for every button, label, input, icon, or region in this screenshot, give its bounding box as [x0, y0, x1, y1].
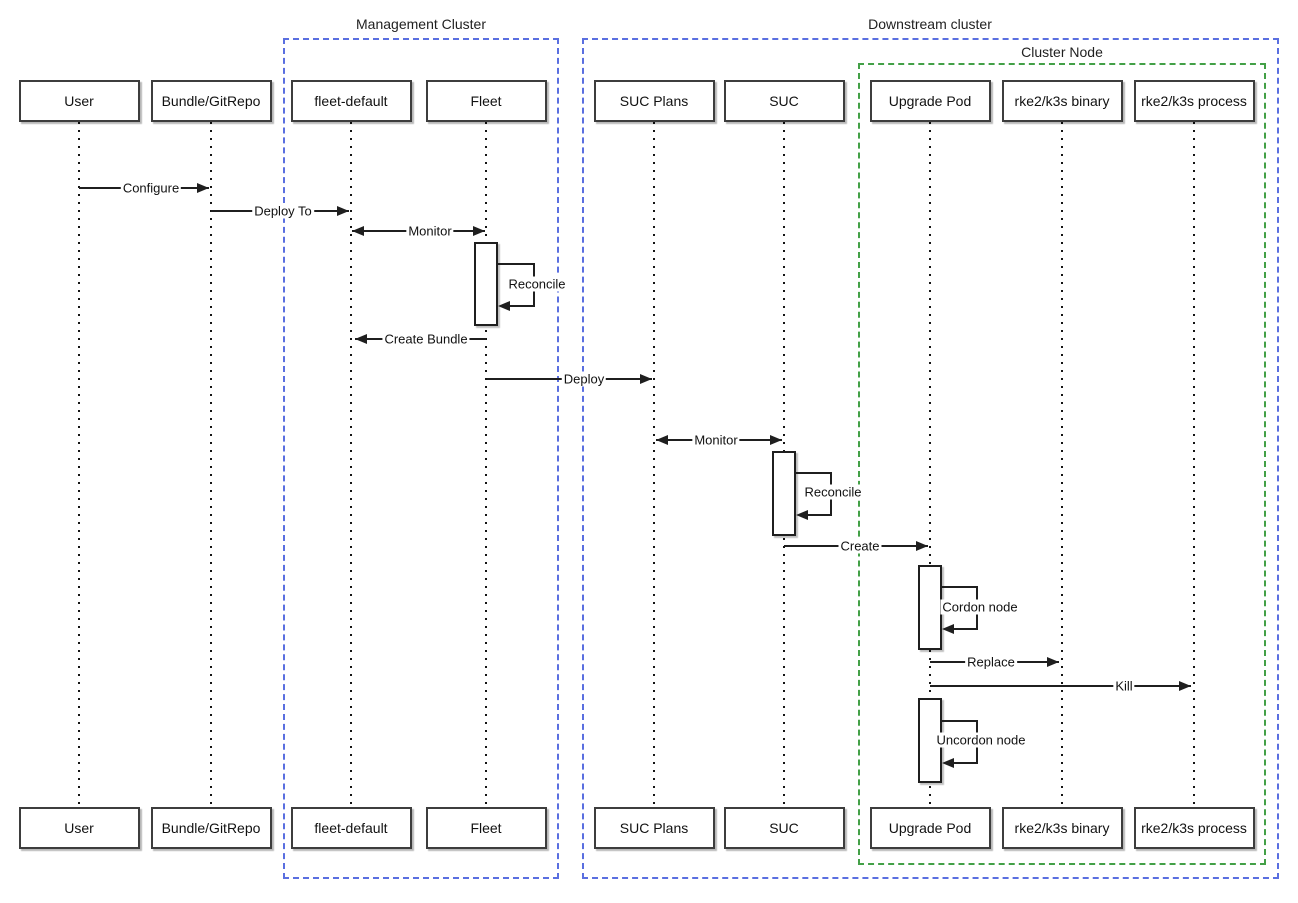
arrowhead-left-self-loop-0	[498, 301, 510, 311]
actor-box-top-upgrade-pod: Upgrade Pod	[869, 80, 991, 122]
actor-box-top-user: User	[18, 80, 140, 122]
actor-label-top-rke2-k3s-process: rke2/k3s process	[1141, 93, 1247, 109]
arrowhead-left-self-loop-3	[942, 758, 954, 768]
arrowhead-left-self-loop-2	[942, 624, 954, 634]
self-loop-label-3: Uncordon node	[934, 732, 1028, 748]
actor-box-bottom-rke2-k3s-process: rke2/k3s process	[1133, 807, 1255, 849]
lifeline-user	[78, 122, 80, 807]
actor-box-bottom-rke2-k3s-binary: rke2/k3s binary	[1001, 807, 1123, 849]
lifeline-upgrade-pod	[929, 122, 931, 807]
actor-label-bottom-suc-plans: SUC Plans	[619, 820, 689, 836]
message-label-1: Deploy To	[252, 203, 314, 219]
actor-label-bottom-bundle-gitrepo: Bundle/GitRepo	[161, 820, 261, 836]
actor-label-bottom-rke2-k3s-process: rke2/k3s process	[1141, 820, 1247, 836]
container-label-downstream-cluster: Downstream cluster	[865, 16, 995, 32]
message-line-8	[930, 685, 1191, 687]
message-label-0: Configure	[120, 180, 182, 196]
arrowhead-right-message-4	[640, 374, 652, 384]
arrowhead-left-self-loop-1	[796, 510, 808, 520]
container-label-management-cluster: Management Cluster	[353, 16, 489, 32]
actor-label-top-bundle-gitrepo: Bundle/GitRepo	[161, 93, 261, 109]
actor-box-top-suc: SUC	[723, 80, 845, 122]
actor-box-top-rke2-k3s-process: rke2/k3s process	[1133, 80, 1255, 122]
self-loop-bottom-2	[952, 628, 978, 630]
self-loop-top-1	[796, 472, 832, 474]
arrowhead-right-message-6	[916, 541, 928, 551]
container-frame-cluster-node	[858, 63, 1266, 865]
message-label-2: Monitor	[406, 223, 454, 239]
arrowhead-left-message-3	[355, 334, 367, 344]
container-frame-management-cluster	[283, 38, 559, 879]
self-loop-label-0: Reconcile	[506, 276, 568, 292]
arrowhead-right-message-2	[473, 226, 485, 236]
self-loop-bottom-3	[952, 762, 978, 764]
actor-label-top-suc: SUC	[769, 93, 799, 109]
actor-box-top-fleet-default: fleet-default	[290, 80, 412, 122]
message-label-7: Replace	[965, 654, 1017, 670]
activation-fleet-0	[474, 242, 498, 326]
actor-box-bottom-fleet-default: fleet-default	[290, 807, 412, 849]
actor-label-top-fleet-default: fleet-default	[314, 93, 388, 109]
message-label-8: Kill	[1113, 678, 1135, 694]
arrowhead-right-message-8	[1179, 681, 1191, 691]
self-loop-top-2	[942, 586, 978, 588]
arrowhead-right-message-0	[197, 183, 209, 193]
lifeline-bundle-gitrepo	[210, 122, 212, 807]
arrowhead-left-message-2	[352, 226, 364, 236]
actor-box-bottom-bundle-gitrepo: Bundle/GitRepo	[150, 807, 272, 849]
actor-box-bottom-suc-plans: SUC Plans	[593, 807, 715, 849]
lifeline-rke2-k3s-process	[1193, 122, 1195, 807]
arrowhead-right-message-1	[337, 206, 349, 216]
actor-box-bottom-user: User	[18, 807, 140, 849]
self-loop-bottom-0	[508, 305, 535, 307]
arrowhead-right-message-7	[1047, 657, 1059, 667]
actor-label-top-user: User	[64, 93, 94, 109]
lifeline-fleet-default	[350, 122, 352, 807]
activation-suc-1	[772, 451, 796, 536]
actor-box-bottom-upgrade-pod: Upgrade Pod	[869, 807, 991, 849]
message-label-5: Monitor	[692, 432, 740, 448]
actor-box-top-fleet: Fleet	[425, 80, 547, 122]
self-loop-label-2: Cordon node	[940, 599, 1020, 615]
actor-label-top-rke2-k3s-binary: rke2/k3s binary	[1014, 93, 1110, 109]
lifeline-fleet	[485, 122, 487, 807]
actor-label-bottom-rke2-k3s-binary: rke2/k3s binary	[1014, 820, 1110, 836]
actor-box-bottom-fleet: Fleet	[425, 807, 547, 849]
actor-label-bottom-user: User	[64, 820, 94, 836]
actor-label-top-fleet: Fleet	[470, 93, 502, 109]
self-loop-top-0	[498, 263, 535, 265]
actor-label-top-suc-plans: SUC Plans	[619, 93, 689, 109]
actor-label-bottom-suc: SUC	[769, 820, 799, 836]
activation-upgrade-pod-2	[918, 565, 942, 650]
actor-label-top-upgrade-pod: Upgrade Pod	[888, 93, 972, 109]
actor-box-top-bundle-gitrepo: Bundle/GitRepo	[150, 80, 272, 122]
self-loop-label-1: Reconcile	[802, 484, 864, 500]
message-label-4: Deploy	[561, 371, 607, 387]
actor-label-bottom-fleet: Fleet	[470, 820, 502, 836]
self-loop-bottom-1	[806, 514, 832, 516]
actor-box-bottom-suc: SUC	[723, 807, 845, 849]
self-loop-top-3	[942, 720, 978, 722]
actor-label-bottom-upgrade-pod: Upgrade Pod	[888, 820, 972, 836]
lifeline-suc-plans	[653, 122, 655, 807]
actor-box-top-suc-plans: SUC Plans	[593, 80, 715, 122]
arrowhead-left-message-5	[656, 435, 668, 445]
lifeline-rke2-k3s-binary	[1061, 122, 1063, 807]
container-label-cluster-node: Cluster Node	[1018, 44, 1106, 60]
actor-label-bottom-fleet-default: fleet-default	[314, 820, 388, 836]
arrowhead-right-message-5	[770, 435, 782, 445]
actor-box-top-rke2-k3s-binary: rke2/k3s binary	[1001, 80, 1123, 122]
message-label-6: Create	[838, 538, 882, 554]
container-frame-downstream-cluster	[582, 38, 1279, 879]
message-label-3: Create Bundle	[382, 331, 470, 347]
